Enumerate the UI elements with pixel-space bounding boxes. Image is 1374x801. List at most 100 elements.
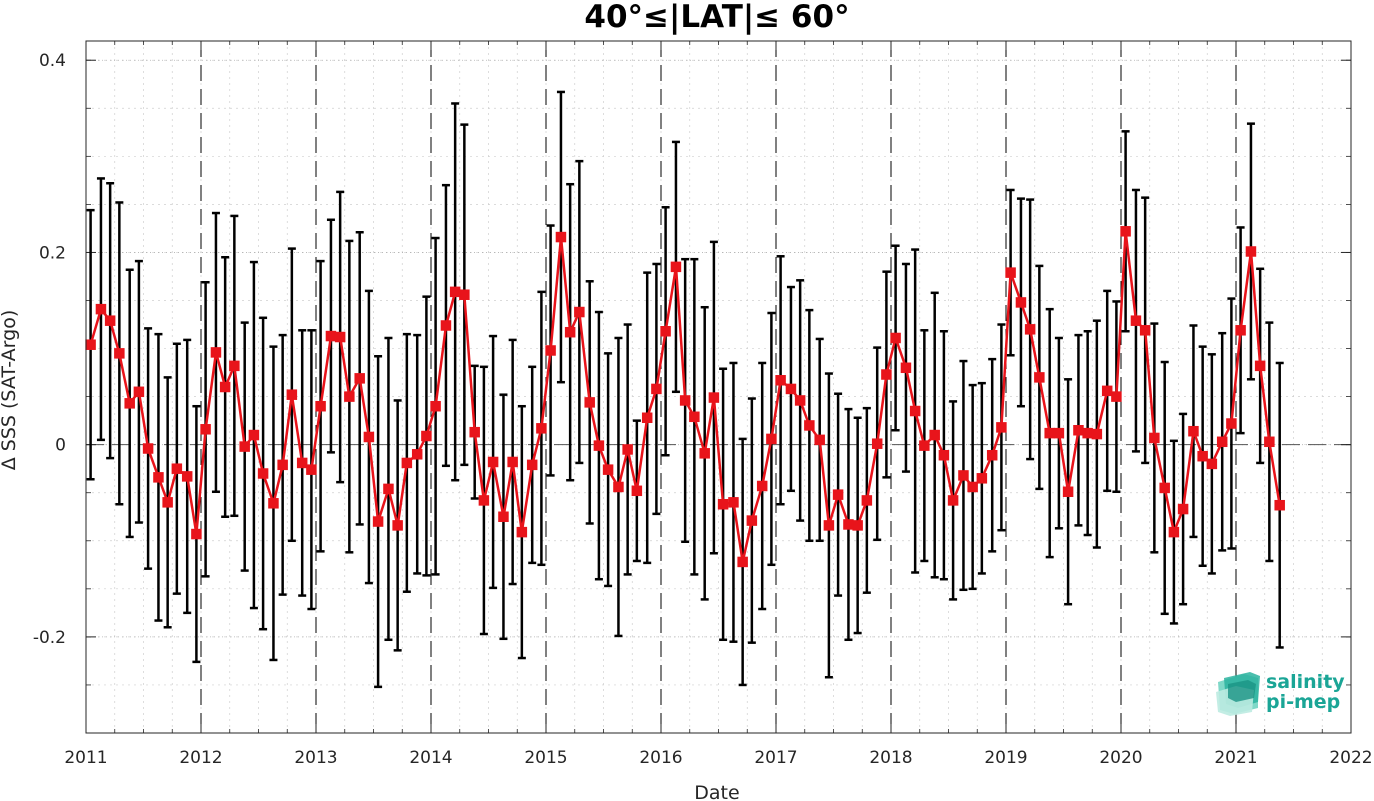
x-axis-label: Date xyxy=(694,782,739,801)
data-point xyxy=(354,373,365,384)
x-tick-labels: 2011 2012 2013 2014 2015 2016 2017 2018 2019 2020… xyxy=(64,748,1372,768)
x-tick-label: 2015 xyxy=(524,748,567,768)
data-point xyxy=(210,347,222,358)
data-point xyxy=(1235,325,1246,336)
data-point xyxy=(306,464,317,475)
data-point xyxy=(651,383,662,395)
data-point xyxy=(1206,458,1218,470)
data-point xyxy=(1139,325,1151,336)
data-point xyxy=(296,457,308,469)
plot-frame xyxy=(85,40,1352,734)
data-point xyxy=(602,464,614,475)
x-tick-label: 2014 xyxy=(409,748,452,768)
data-point xyxy=(162,497,173,508)
data-point xyxy=(133,386,145,398)
data-point xyxy=(325,330,337,342)
data-point xyxy=(708,392,720,403)
data-point xyxy=(430,400,441,412)
data-point xyxy=(239,441,250,452)
data-point xyxy=(909,405,921,417)
y-axis-label: Δ SSS (SAT-Argo) xyxy=(0,310,20,470)
data-point xyxy=(938,449,950,461)
salinity-pi-mep-logo: salinity pi-mep xyxy=(1214,668,1345,718)
x-tick-label: 2020 xyxy=(1099,748,1142,768)
x-tick-label: 2021 xyxy=(1214,748,1257,768)
data-point xyxy=(756,480,768,492)
data-point xyxy=(1073,425,1084,436)
data-point xyxy=(593,440,605,451)
data-point xyxy=(1111,391,1122,402)
data-point xyxy=(1005,267,1016,278)
data-point xyxy=(1034,372,1045,383)
data-point xyxy=(459,289,470,300)
data-point xyxy=(861,495,873,506)
data-point xyxy=(660,326,671,337)
data-point xyxy=(487,456,499,468)
data-point xyxy=(555,231,567,243)
data-point xyxy=(411,449,423,460)
data-point xyxy=(728,497,739,508)
data-point xyxy=(775,375,786,386)
data-point xyxy=(171,463,183,474)
data-point xyxy=(1044,427,1055,439)
data-point xyxy=(372,516,384,527)
x-tick-label: 2018 xyxy=(869,748,912,768)
data-point xyxy=(804,420,815,431)
data-point xyxy=(890,332,901,344)
data-point xyxy=(344,391,355,402)
data-point xyxy=(929,429,940,441)
data-point xyxy=(1082,427,1093,439)
data-point xyxy=(383,483,394,495)
data-point xyxy=(401,457,413,469)
logo-line1: salinity xyxy=(1266,671,1345,693)
y-tick-labels: -0.2 0 0.2 0.4 xyxy=(33,51,66,648)
data-point xyxy=(526,459,538,471)
data-point xyxy=(124,398,135,409)
data-point xyxy=(631,485,643,497)
x-tick-label: 2011 xyxy=(64,748,107,768)
data-point xyxy=(689,411,700,423)
data-point xyxy=(286,389,298,400)
data-point xyxy=(746,515,758,526)
data-point xyxy=(85,339,96,350)
data-point xyxy=(440,320,452,331)
data-point xyxy=(958,470,969,481)
data-point xyxy=(699,448,710,459)
data-point xyxy=(622,444,633,455)
data-point xyxy=(670,261,682,273)
data-point xyxy=(181,471,193,482)
data-point xyxy=(1216,436,1228,448)
data-point xyxy=(564,326,576,338)
data-point xyxy=(478,495,490,506)
data-point xyxy=(507,456,518,468)
data-point xyxy=(469,426,480,438)
data-point xyxy=(363,431,375,443)
data-point xyxy=(641,412,653,424)
data-point xyxy=(1062,486,1074,498)
data-point xyxy=(1168,526,1180,538)
data-point xyxy=(1091,428,1103,440)
data-point xyxy=(545,345,556,356)
data-point xyxy=(881,369,892,380)
data-point xyxy=(947,495,959,506)
x-tick-label: 2016 xyxy=(639,748,682,768)
data-point xyxy=(421,430,432,442)
x-tick-label: 2019 xyxy=(984,748,1027,768)
chart-title: 40°≤|LAT|≤ 60° xyxy=(584,0,849,35)
data-point xyxy=(1197,450,1208,462)
y-tick-label: 0.4 xyxy=(39,51,66,71)
data-point xyxy=(392,520,403,531)
data-point xyxy=(1264,436,1275,448)
data-point xyxy=(1149,432,1160,444)
data-point xyxy=(613,481,624,493)
data-point xyxy=(1130,315,1142,326)
data-point xyxy=(832,489,844,500)
data-point xyxy=(574,306,585,318)
grid xyxy=(85,41,1352,734)
data-point xyxy=(315,400,326,412)
data-point xyxy=(191,528,202,540)
data-point xyxy=(229,360,240,372)
data-point xyxy=(584,397,595,408)
data-point xyxy=(516,526,528,538)
data-point xyxy=(976,473,988,484)
